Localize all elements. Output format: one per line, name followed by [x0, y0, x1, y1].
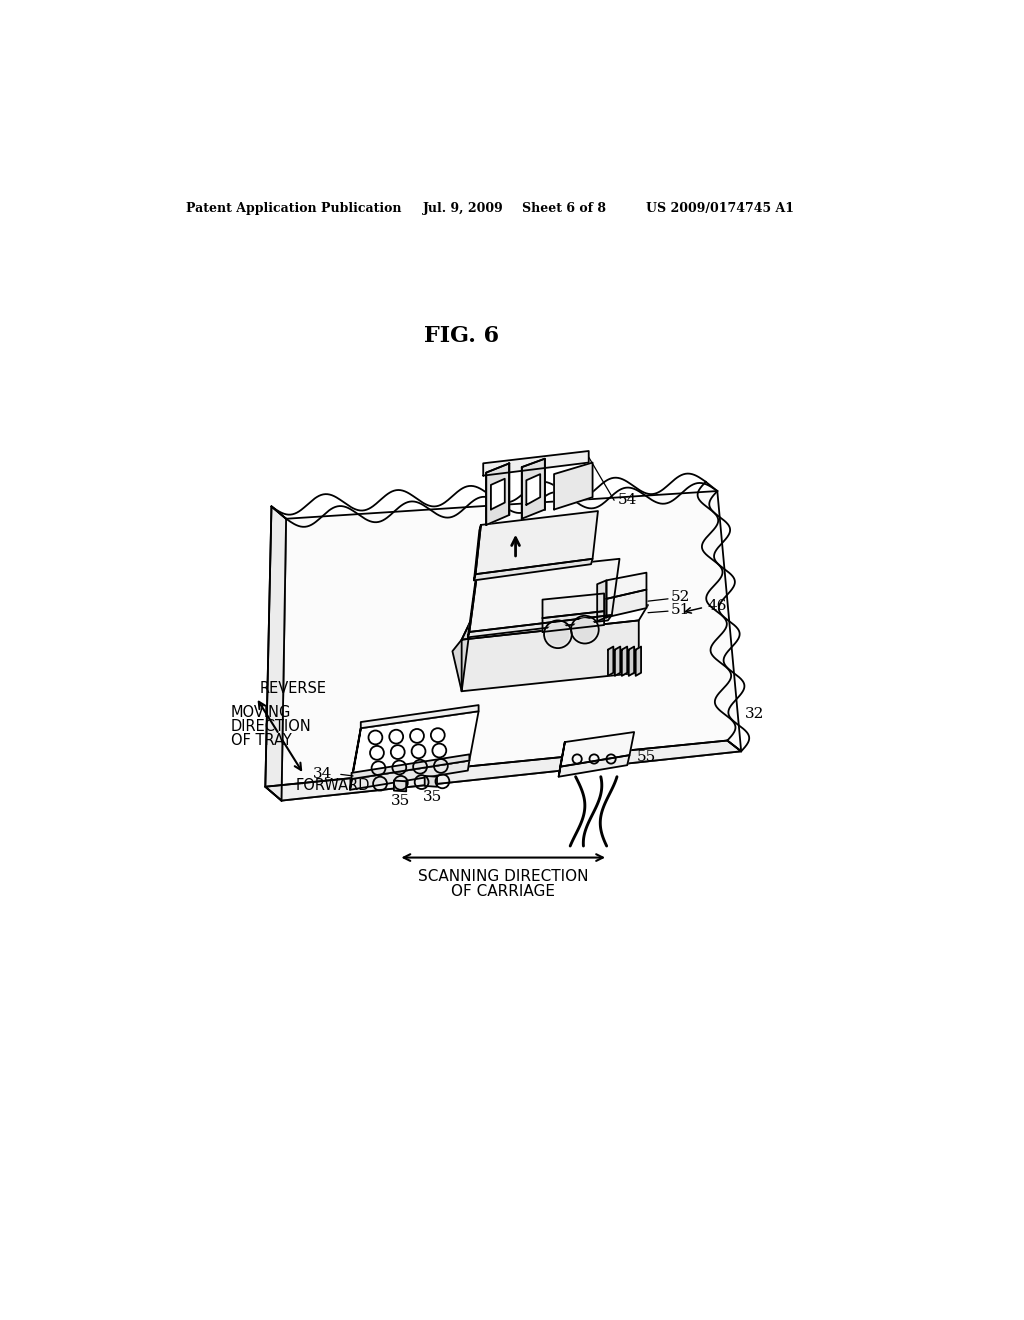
Polygon shape	[462, 605, 648, 640]
Polygon shape	[521, 459, 545, 519]
Polygon shape	[622, 647, 628, 676]
Polygon shape	[394, 780, 407, 792]
Text: DIRECTION: DIRECTION	[230, 719, 311, 734]
Polygon shape	[425, 776, 437, 787]
Text: Jul. 9, 2009: Jul. 9, 2009	[423, 202, 504, 215]
Text: SCANNING DIRECTION: SCANNING DIRECTION	[418, 869, 589, 883]
Polygon shape	[265, 741, 741, 800]
Polygon shape	[474, 558, 593, 581]
Text: US 2009/0174745 A1: US 2009/0174745 A1	[646, 202, 795, 215]
Polygon shape	[265, 507, 286, 800]
Polygon shape	[560, 733, 634, 767]
Text: FIG. 6: FIG. 6	[424, 325, 500, 346]
Text: 55: 55	[637, 751, 656, 764]
Polygon shape	[543, 611, 604, 632]
Polygon shape	[526, 474, 541, 506]
Text: 34: 34	[313, 767, 333, 781]
Text: Patent Application Publication: Patent Application Publication	[186, 202, 401, 215]
Polygon shape	[559, 755, 630, 776]
Text: 35: 35	[390, 795, 410, 808]
Polygon shape	[469, 558, 620, 632]
Polygon shape	[351, 711, 478, 779]
Circle shape	[574, 619, 596, 640]
Polygon shape	[474, 525, 481, 581]
Polygon shape	[350, 760, 469, 789]
Polygon shape	[606, 573, 646, 599]
Polygon shape	[468, 615, 611, 638]
Polygon shape	[636, 647, 641, 676]
Text: 46: 46	[708, 599, 727, 612]
Text: 51: 51	[671, 603, 690, 618]
Text: 54: 54	[617, 492, 637, 507]
Text: 35: 35	[423, 789, 442, 804]
Text: 32: 32	[745, 708, 764, 721]
Polygon shape	[608, 647, 613, 676]
Polygon shape	[597, 581, 606, 622]
Polygon shape	[453, 620, 471, 692]
Polygon shape	[360, 705, 478, 729]
Text: OF TRAY: OF TRAY	[230, 733, 292, 748]
Polygon shape	[468, 574, 477, 638]
Polygon shape	[543, 594, 604, 618]
Polygon shape	[559, 742, 565, 776]
Polygon shape	[554, 462, 593, 510]
Polygon shape	[606, 590, 646, 618]
Text: FORWARD: FORWARD	[295, 779, 370, 793]
Text: 52: 52	[671, 590, 690, 605]
Polygon shape	[614, 647, 621, 676]
Text: Sheet 6 of 8: Sheet 6 of 8	[521, 202, 606, 215]
Polygon shape	[483, 451, 589, 475]
Polygon shape	[486, 463, 509, 525]
Polygon shape	[282, 491, 741, 800]
Text: MOVING: MOVING	[230, 705, 291, 721]
Polygon shape	[351, 755, 469, 779]
Polygon shape	[475, 511, 598, 574]
Polygon shape	[629, 647, 634, 676]
Polygon shape	[350, 729, 360, 789]
Polygon shape	[462, 620, 639, 692]
Text: OF CARRIAGE: OF CARRIAGE	[452, 884, 555, 899]
Text: REVERSE: REVERSE	[260, 681, 327, 696]
Circle shape	[547, 623, 568, 645]
Polygon shape	[490, 479, 505, 510]
